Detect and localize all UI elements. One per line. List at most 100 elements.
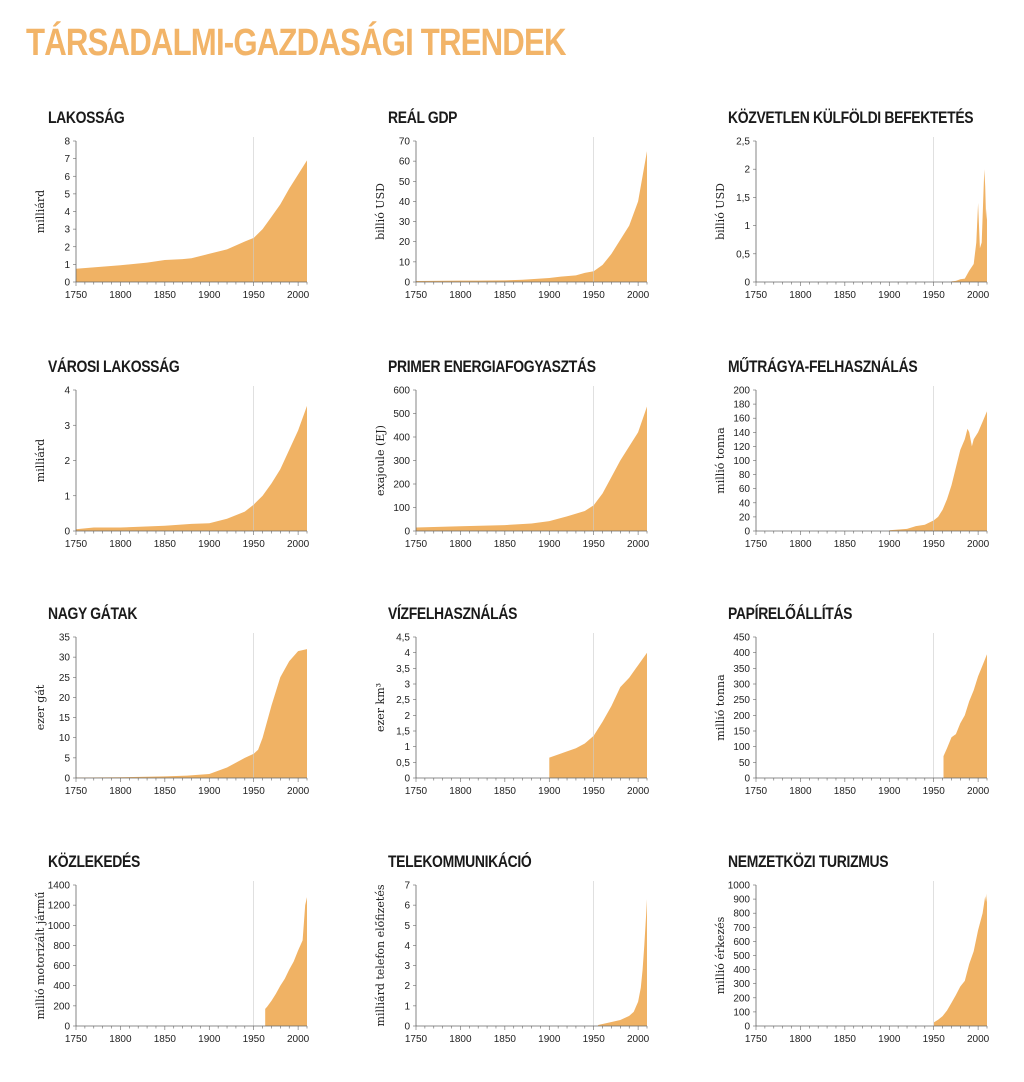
y-axis-label: millió motorizált jármű	[34, 891, 47, 1019]
data-area	[416, 151, 647, 282]
x-tick-label: 1950	[243, 1034, 266, 1045]
y-tick-label: 140	[733, 428, 750, 439]
y-tick-label: 3	[64, 421, 70, 432]
y-tick-label: 35	[59, 633, 71, 644]
x-tick-label: 1800	[109, 290, 132, 301]
chart-panel: LAKOSSÁG 1750 1800 1850 1900 1950 2000 0 1 2 3 4 5 6 7…	[34, 108, 348, 338]
chart-title: LAKOSSÁG	[48, 108, 125, 127]
chart-panel: PRIMER ENERGIAFOGYASZTÁS 1750 1800 1850 1900…	[374, 357, 688, 587]
chart-panel: REÁL GDP 1750 1800 1850 1900 1950 2000 0 10 20 30 4…	[374, 108, 688, 338]
chart-title: NEMZETKÖZI TURIZMUS	[728, 852, 889, 871]
x-tick-label: 1800	[449, 1034, 472, 1045]
y-tick-label: 50	[739, 758, 751, 769]
y-tick-label: 800	[53, 941, 70, 952]
chart-panel: KÖZVETLEN KÜLFÖLDI BEFEKTETÉS 1750 1800 185…	[714, 108, 1024, 338]
y-tick-label: 100	[733, 742, 750, 753]
y-axis-label: milliárd telefon előfizetés	[374, 884, 387, 1026]
y-tick-label: 0	[404, 1022, 410, 1033]
y-tick-label: 5	[64, 189, 70, 200]
chart-svg: 1750 1800 1850 1900 1950 2000 0 10 20 30 40 50 60 70 b…	[374, 137, 650, 302]
x-tick-label: 1900	[878, 539, 901, 550]
y-tick-label: 250	[733, 695, 750, 706]
chart-svg: 1750 1800 1850 1900 1950 2000 0 1 2 3 4 5 6 7 milliárd…	[374, 881, 650, 1046]
y-tick-label: 3	[64, 225, 70, 236]
y-tick-label: 2,5	[736, 137, 750, 148]
y-tick-label: 2	[744, 165, 750, 176]
x-tick-label: 1800	[789, 290, 812, 301]
y-tick-label: 1400	[48, 881, 71, 892]
y-tick-label: 0	[64, 527, 70, 538]
chart-title: VÍZFELHASZNÁLÁS	[388, 604, 518, 623]
x-tick-label: 2000	[287, 539, 310, 550]
chart-title: PRIMER ENERGIAFOGYASZTÁS	[388, 357, 596, 376]
y-tick-label: 120	[733, 442, 750, 453]
chart-title: REÁL GDP	[388, 108, 458, 127]
x-tick-label: 2000	[627, 290, 650, 301]
chart-svg: 1750 1800 1850 1900 1950 2000 0 20 40 60 80 100 120 1…	[714, 386, 990, 551]
y-tick-label: 20	[739, 512, 751, 523]
x-tick-label: 1850	[834, 290, 857, 301]
chart-panel: VÁROSI LAKOSSÁG 1750 1800 1850 1900 1950 2000 0…	[34, 357, 348, 587]
y-tick-label: 200	[733, 993, 750, 1004]
y-tick-label: 100	[733, 456, 750, 467]
x-tick-label: 1850	[834, 786, 857, 797]
x-tick-label: 1850	[494, 786, 517, 797]
y-tick-label: 200	[53, 1001, 70, 1012]
y-tick-label: 0	[404, 278, 410, 289]
y-tick-label: 400	[393, 433, 410, 444]
y-axis-label: milliárd	[34, 439, 47, 482]
y-tick-label: 100	[733, 1007, 750, 1018]
y-tick-label: 2	[64, 242, 70, 253]
y-tick-label: 7	[404, 881, 410, 892]
y-tick-label: 7	[64, 154, 70, 165]
y-tick-label: 0	[64, 1022, 70, 1033]
y-tick-label: 300	[733, 680, 750, 691]
y-axis-label: exajoule (EJ)	[374, 425, 387, 496]
y-tick-label: 4	[404, 648, 410, 659]
chart-svg: 1750 1800 1850 1900 1950 2000 0 100 200 300 400 500…	[714, 881, 990, 1046]
chart-panel: MŰTRÁGYA-FELHASZNÁLÁS 1750 1800 1850 1900 195…	[714, 357, 1024, 587]
x-tick-label: 1800	[109, 539, 132, 550]
x-tick-label: 1750	[745, 1034, 768, 1045]
y-tick-label: 10	[399, 257, 411, 268]
x-tick-label: 1850	[154, 290, 177, 301]
y-tick-label: 3	[404, 680, 410, 691]
y-tick-label: 0	[744, 1022, 750, 1033]
y-tick-label: 0	[64, 774, 70, 785]
y-axis-label: ezer km³	[374, 683, 387, 732]
data-area	[76, 405, 307, 531]
x-tick-label: 2000	[967, 290, 990, 301]
data-area	[549, 652, 647, 778]
y-tick-label: 900	[733, 895, 750, 906]
x-tick-label: 1750	[405, 786, 428, 797]
x-tick-label: 1950	[243, 786, 266, 797]
y-tick-label: 4	[64, 207, 70, 218]
y-axis-label: ezer gát	[34, 684, 47, 730]
chart-svg: 1750 1800 1850 1900 1950 2000 0 1 2 3 4 milliárd	[34, 386, 310, 551]
y-tick-label: 1200	[48, 901, 71, 912]
y-tick-label: 500	[733, 951, 750, 962]
x-tick-label: 1900	[878, 786, 901, 797]
x-tick-label: 1750	[745, 786, 768, 797]
chart-panel: TELEKOMMUNIKÁCIÓ 1750 1800 1850 1900 1950 2000…	[374, 852, 688, 1082]
chart-svg: 1750 1800 1850 1900 1950 2000 0 1 2 3 4 5 6 7 8 milliár…	[34, 137, 310, 302]
x-tick-label: 1800	[449, 290, 472, 301]
x-tick-label: 1900	[538, 786, 561, 797]
x-tick-label: 1950	[923, 290, 946, 301]
page-title: TÁRSADALMI-GAZDASÁGI TRENDEK	[26, 22, 566, 64]
chart-svg: 1750 1800 1850 1900 1950 2000 0 0,5 1 1,5 2 2,5 3 3,5…	[374, 633, 650, 798]
y-tick-label: 0	[64, 278, 70, 289]
x-tick-label: 1900	[538, 290, 561, 301]
chart-svg: 1750 1800 1850 1900 1950 2000 0 5 10 15 20 25 30 35 ez…	[34, 633, 310, 798]
x-tick-label: 1900	[878, 1034, 901, 1045]
chart-title: KÖZVETLEN KÜLFÖLDI BEFEKTETÉS	[728, 108, 974, 127]
y-tick-label: 2,5	[396, 695, 410, 706]
x-tick-label: 1850	[834, 539, 857, 550]
x-tick-label: 1800	[789, 1034, 812, 1045]
y-tick-label: 40	[739, 498, 751, 509]
y-tick-label: 1000	[48, 921, 71, 932]
x-tick-label: 1900	[198, 539, 221, 550]
y-tick-label: 300	[733, 979, 750, 990]
data-area	[951, 169, 987, 282]
x-tick-label: 1850	[494, 539, 517, 550]
